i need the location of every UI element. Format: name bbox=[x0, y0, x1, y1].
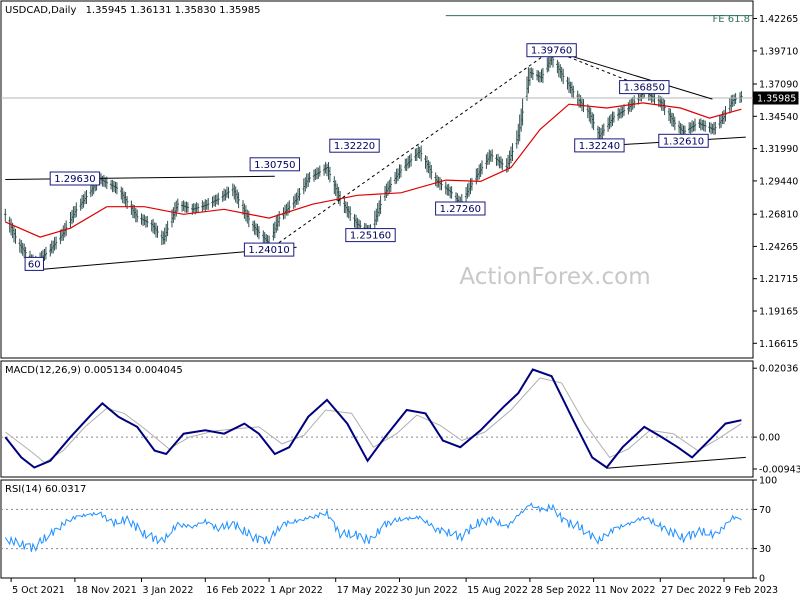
rsi-y-tick-label: 30 bbox=[759, 544, 771, 555]
macd-title: MACD(12,26,9) 0.005134 0.004045 bbox=[5, 365, 183, 376]
x-tick-label: 5 Oct 2021 bbox=[12, 585, 65, 596]
swing-label: 1.27260 bbox=[440, 204, 481, 215]
swing-label: 60 bbox=[28, 259, 41, 270]
swing-label: 1.32220 bbox=[334, 141, 375, 152]
swing-label-box bbox=[329, 138, 380, 153]
swing-label: 1.32240 bbox=[579, 141, 620, 152]
macd-y-tick-label: -0.009438 bbox=[759, 465, 800, 476]
macd-y-tick-label: 0.00 bbox=[759, 433, 780, 444]
x-tick-label: 9 Feb 2023 bbox=[725, 585, 778, 596]
rsi-line bbox=[4, 502, 742, 552]
rsi-y-tick-label: 100 bbox=[759, 476, 777, 487]
macd-line bbox=[4, 368, 742, 469]
rsi-title: RSI(14) 60.0317 bbox=[5, 484, 86, 495]
price-y-tick-label: 1.42265 bbox=[759, 14, 798, 25]
price-y-tick-label: 1.37090 bbox=[759, 80, 798, 91]
swing-label-box bbox=[345, 228, 396, 243]
rsi-y-tick-label: 70 bbox=[759, 505, 771, 516]
instrument-title: USDCAD,Daily bbox=[5, 5, 76, 16]
price-panel bbox=[0, 0, 754, 359]
price-y-tick-label: 1.16615 bbox=[759, 339, 798, 350]
swing-label: 1.30750 bbox=[254, 160, 295, 171]
price-y-tick-label: 1.34540 bbox=[759, 112, 798, 123]
swing-label-box bbox=[435, 201, 486, 216]
macd-trend-line bbox=[606, 456, 746, 469]
x-tick-label: 28 Sep 2022 bbox=[531, 585, 591, 596]
x-tick-label: 18 Nov 2021 bbox=[76, 585, 137, 596]
x-tick-label: 3 Jan 2022 bbox=[143, 585, 194, 596]
macd-panel bbox=[0, 360, 754, 478]
moving-average-line bbox=[5, 102, 742, 238]
price-y-tick-label: 1.19165 bbox=[759, 307, 798, 318]
macd-y-tick-label: 0.02036 bbox=[759, 364, 798, 375]
fe-label: FE 61.8 bbox=[712, 14, 750, 25]
swing-label: 1.29630 bbox=[54, 174, 95, 185]
swing-label-box bbox=[49, 171, 101, 186]
price-y-tick-label: 1.29440 bbox=[759, 176, 798, 187]
price-y-tick-label: 1.24265 bbox=[759, 242, 798, 253]
price-y-tick-label: 1.26810 bbox=[759, 210, 798, 221]
swing-label: 1.24010 bbox=[248, 245, 289, 256]
x-tick-label: 15 Aug 2022 bbox=[467, 585, 528, 596]
fibo-projection-line bbox=[268, 49, 552, 251]
x-tick-label: 1 Apr 2022 bbox=[270, 585, 323, 596]
x-tick-label: 16 Feb 2022 bbox=[206, 585, 265, 596]
fibo-projection-line bbox=[551, 49, 645, 88]
swing-label-box bbox=[574, 138, 625, 153]
swing-label: 1.25160 bbox=[350, 231, 391, 242]
price-title: USDCAD,Daily 1.35945 1.36131 1.35830 1.3… bbox=[5, 5, 261, 16]
x-tick-label: 17 May 2022 bbox=[337, 585, 399, 596]
x-tick-label: 30 Jun 2022 bbox=[401, 585, 458, 596]
watermark: ActionForex.com bbox=[459, 264, 650, 290]
rsi-panel bbox=[0, 479, 754, 579]
swing-label: 1.32610 bbox=[663, 136, 704, 147]
x-tick-label: 11 Nov 2022 bbox=[595, 585, 656, 596]
x-tick-label: 27 Dec 2022 bbox=[661, 585, 722, 596]
ohlc-readout: 1.35945 1.36131 1.35830 1.35985 bbox=[86, 5, 261, 16]
price-y-tick-label: 1.21715 bbox=[759, 274, 798, 285]
price-y-tick-label: 1.39710 bbox=[759, 46, 798, 57]
swing-label: 1.36850 bbox=[624, 83, 665, 94]
last-price-badge bbox=[753, 91, 799, 105]
last-price-label: 1.35985 bbox=[757, 94, 796, 105]
swing-label-box bbox=[658, 133, 709, 148]
swing-label-box bbox=[243, 242, 295, 257]
swing-label: 1.39760 bbox=[531, 46, 572, 57]
swing-label-box bbox=[619, 80, 670, 95]
price-y-tick-label: 1.31990 bbox=[759, 144, 798, 155]
swing-label-box bbox=[24, 256, 44, 271]
swing-label-box bbox=[249, 157, 301, 172]
swing-label-box bbox=[526, 43, 577, 58]
rsi-y-tick-label: 0 bbox=[759, 574, 765, 585]
trend-line bbox=[551, 49, 713, 100]
